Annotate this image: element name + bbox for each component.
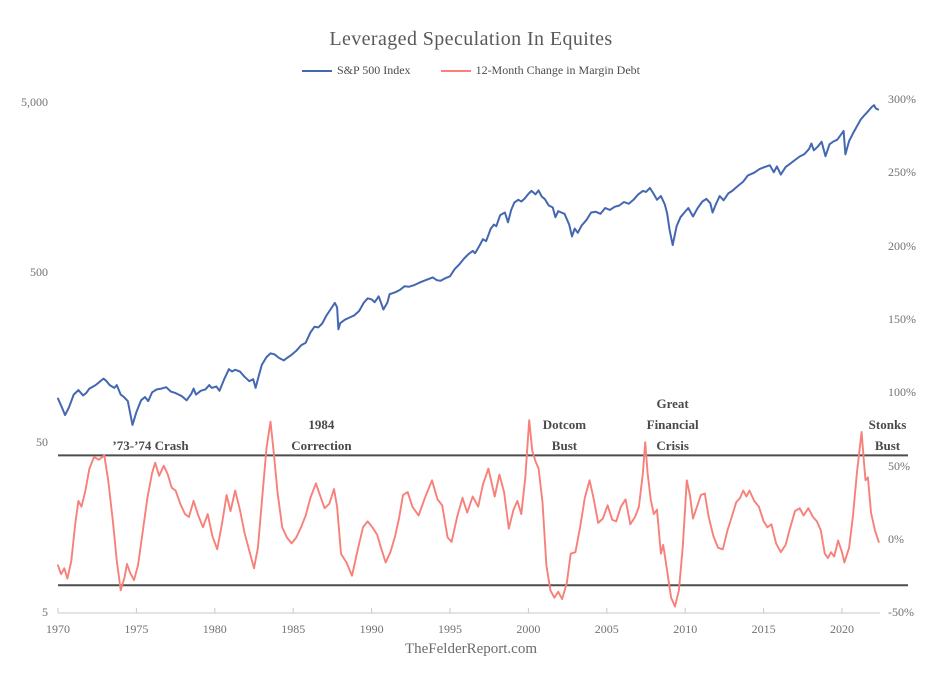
- annotation-1984-correction: 1984 Correction: [291, 417, 352, 453]
- footer-credit: TheFelderReport.com: [404, 641, 538, 657]
- annotation-stonks-bust: Stonks Bust: [868, 417, 907, 453]
- x-axis-tick-label: 1990: [359, 622, 384, 636]
- left-axis-tick-label: 50: [36, 435, 48, 449]
- margin-debt-line: [57, 419, 880, 608]
- right-axis-tick-label: 300%: [888, 92, 916, 107]
- legend-swatch-margin-debt-line: [440, 69, 471, 72]
- x-axis-tick-label: 1985: [281, 622, 306, 636]
- right-axis-tick-label: 150%: [888, 312, 916, 326]
- legend-swatch-sp500-line: [302, 69, 332, 72]
- left-axis-tick-label: 5: [42, 605, 48, 619]
- left-axis-tick-label: 500: [30, 265, 48, 279]
- x-axis-tick-label: 1980: [202, 622, 227, 636]
- sp500-line: [57, 104, 880, 426]
- legend-label-margin-debt: 12-Month Change in Margin Debt: [475, 63, 640, 77]
- x-axis-tick-label: 2020: [830, 622, 854, 636]
- x-axis-tick-label: 2005: [594, 622, 619, 636]
- right-axis-tick-label: -50%: [888, 605, 914, 620]
- chart-title: Leveraged Speculation In Equites: [329, 28, 613, 50]
- right-axis-tick-label: 50%: [888, 458, 910, 473]
- x-axis-tick-label: 1995: [438, 622, 462, 636]
- x-axis-tick-label: 1970: [46, 622, 70, 636]
- x-axis-tick-label: 2000: [516, 622, 541, 636]
- right-axis-tick-label: 0%: [888, 532, 904, 546]
- legend: S&P 500 Index 12-Month Change in Margin …: [0, 63, 942, 78]
- x-axis-tick-label: 2015: [751, 622, 776, 636]
- annotation-73-74-crash: ’73-’74 Crash: [112, 438, 189, 453]
- right-axis-tick-label: 200%: [888, 238, 916, 253]
- annotation-great-financial-crisis: Great Financial Crisis: [646, 396, 699, 453]
- legend-item-margin-debt: 12-Month Change in Margin Debt: [440, 63, 640, 78]
- left-axis-tick-label: 5,000: [21, 95, 48, 109]
- x-axis-tick-label: 1975: [124, 622, 149, 636]
- right-axis-tick-label: 250%: [888, 165, 916, 180]
- right-axis-tick-label: 100%: [888, 385, 916, 400]
- legend-item-sp500: S&P 500 Index: [302, 63, 411, 78]
- x-axis-tick-label: 2010: [673, 622, 698, 636]
- annotation-dotcom-bust: Dotcom Bust: [542, 417, 587, 453]
- legend-label-sp500: S&P 500 Index: [337, 63, 411, 77]
